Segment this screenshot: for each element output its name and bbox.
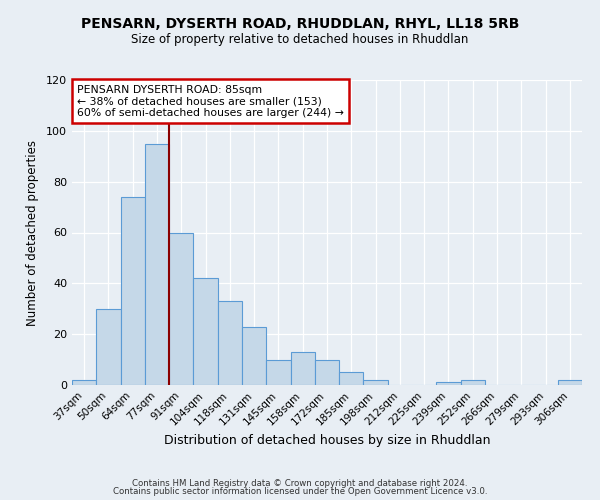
Bar [145, 144, 169, 385]
Bar [364, 380, 388, 385]
Text: PENSARN, DYSERTH ROAD, RHUDDLAN, RHYL, LL18 5RB: PENSARN, DYSERTH ROAD, RHUDDLAN, RHYL, L… [81, 18, 519, 32]
Bar [242, 326, 266, 385]
Text: PENSARN DYSERTH ROAD: 85sqm
← 38% of detached houses are smaller (153)
60% of se: PENSARN DYSERTH ROAD: 85sqm ← 38% of det… [77, 84, 344, 118]
Bar [266, 360, 290, 385]
Bar [121, 197, 145, 385]
Bar [96, 308, 121, 385]
Bar [290, 352, 315, 385]
Bar [339, 372, 364, 385]
Y-axis label: Number of detached properties: Number of detached properties [26, 140, 39, 326]
Text: Size of property relative to detached houses in Rhuddlan: Size of property relative to detached ho… [131, 32, 469, 46]
Bar [436, 382, 461, 385]
Text: Contains public sector information licensed under the Open Government Licence v3: Contains public sector information licen… [113, 487, 487, 496]
Bar [72, 380, 96, 385]
Text: Contains HM Land Registry data © Crown copyright and database right 2024.: Contains HM Land Registry data © Crown c… [132, 478, 468, 488]
Bar [218, 301, 242, 385]
Bar [193, 278, 218, 385]
Bar [461, 380, 485, 385]
X-axis label: Distribution of detached houses by size in Rhuddlan: Distribution of detached houses by size … [164, 434, 490, 446]
Bar [315, 360, 339, 385]
Bar [558, 380, 582, 385]
Bar [169, 232, 193, 385]
